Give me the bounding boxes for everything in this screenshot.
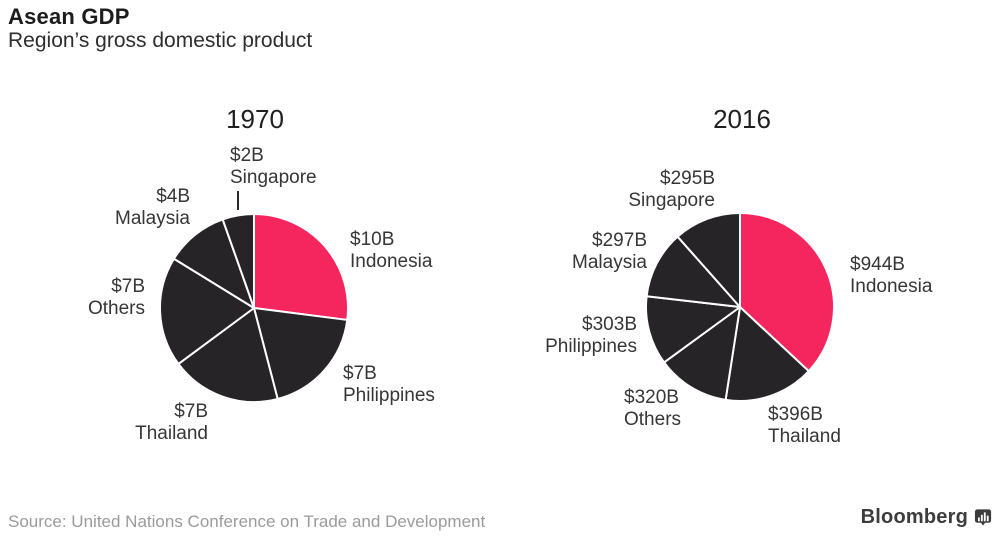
country-label: Others [624, 409, 682, 430]
country-label: Singapore [628, 190, 715, 211]
country-label: Indonesia [350, 251, 433, 272]
country-label: Others [87, 298, 145, 319]
value-label: $396B [768, 404, 823, 425]
value-label: $7B [343, 363, 377, 384]
country-label: Singapore [230, 167, 317, 188]
pie-slice-singapore-1970 [221, 213, 255, 309]
pie-label-singapore-1970: $2B Singapore [230, 145, 317, 189]
country-label: Thailand [135, 423, 208, 444]
singapore-pointer-line [237, 191, 239, 210]
page-subtitle: Region’s gross domestic product [8, 29, 313, 52]
pie-label-indonesia-1970: $10B Indonesia [350, 229, 432, 273]
value-label: $7B [174, 401, 208, 422]
value-label: $303B [582, 314, 637, 335]
value-label: $295B [660, 168, 715, 189]
pie-label-thailand-1970: $7B Thailand [135, 401, 208, 445]
country-label: Thailand [768, 426, 841, 447]
pie-slice-thailand-1970 [177, 307, 279, 404]
pie-slice-malaysia-2016 [645, 235, 741, 308]
pie-slice-indonesia-1970 [253, 213, 349, 321]
pie-label-thailand-2016: $396B Thailand [768, 404, 841, 448]
value-label: $944B [850, 254, 905, 275]
value-label: $320B [624, 387, 679, 408]
country-label: Malaysia [115, 208, 190, 229]
pie-slice-thailand-2016 [724, 306, 810, 402]
pie-label-philippines-2016: $303B Philippines [545, 314, 637, 358]
pie-chart-1970 [159, 213, 349, 404]
pie-label-others-1970: $7B Others [88, 276, 145, 320]
pie-slice-philippines-1970 [253, 307, 349, 400]
source-attribution: Source: United Nations Conference on Tra… [8, 512, 486, 531]
bloomberg-logo: Bloomberg [861, 506, 993, 529]
value-label: $2B [230, 145, 264, 166]
pie-label-malaysia-1970: $4B Malaysia [115, 186, 190, 230]
pie-label-others-2016: $320B Others [624, 387, 681, 431]
pie-slice-singapore-2016 [676, 212, 741, 308]
pie-slice-others-2016 [663, 306, 741, 401]
pie-chart-2016 [645, 212, 836, 402]
pie-slice-philippines-2016 [645, 295, 741, 364]
country-label: Malaysia [572, 252, 647, 273]
pie-label-philippines-1970: $7B Philippines [343, 363, 435, 407]
pie-title-2016: 2016 [713, 104, 771, 134]
value-label: $297B [592, 230, 647, 251]
pie-label-indonesia-2016: $944B Indonesia [850, 254, 932, 298]
pie-label-malaysia-2016: $297B Malaysia [572, 230, 647, 274]
pie-title-1970: 1970 [226, 104, 284, 134]
bar-chart-bubble-icon [974, 509, 992, 526]
page-title: Asean GDP [8, 4, 130, 29]
bloomberg-wordmark: Bloomberg [860, 506, 968, 528]
value-label: $10B [350, 229, 395, 250]
country-label: Philippines [343, 385, 435, 406]
pie-label-singapore-2016: $295B Singapore [628, 168, 715, 212]
country-label: Indonesia [850, 276, 933, 297]
country-label: Philippines [545, 336, 637, 357]
pie-slice-indonesia-2016 [739, 212, 836, 373]
value-label: $7B [111, 276, 145, 297]
value-label: $4B [156, 186, 190, 207]
pie-slice-others-1970 [159, 257, 255, 365]
